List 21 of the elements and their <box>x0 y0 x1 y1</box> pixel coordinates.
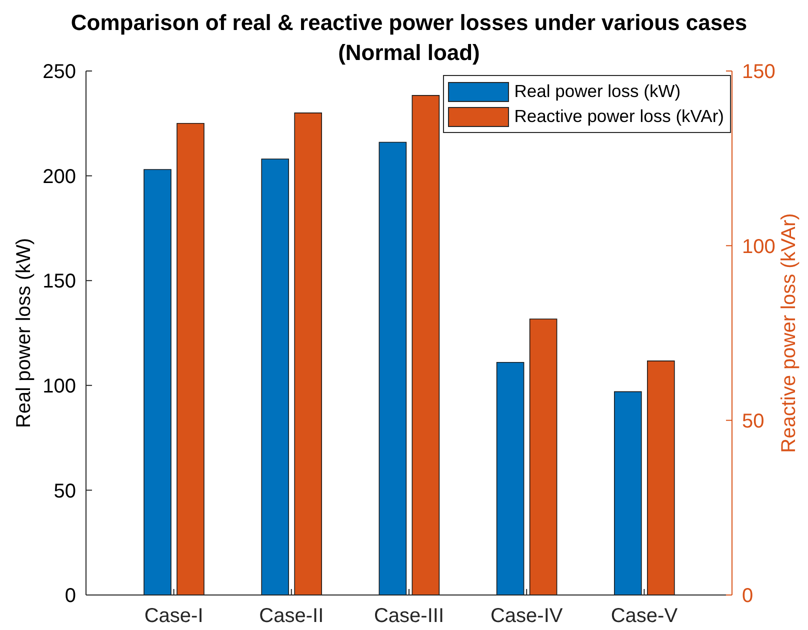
legend-label: Reactive power loss (kVAr) <box>514 106 724 127</box>
y-tick-label: 50 <box>54 480 76 502</box>
x-tick-label: Case-I <box>144 605 204 628</box>
y-tick-label: 250 <box>42 61 76 84</box>
y-tick-label: 150 <box>42 270 76 293</box>
y-tick-label: 0 <box>64 585 76 608</box>
x-tick-label: Case-V <box>610 605 678 628</box>
y-tick-label: 100 <box>42 376 76 398</box>
x-tick-label: Case-IV <box>490 605 564 628</box>
y2-axis-title: Reactive power loss (kVAr) <box>778 213 800 453</box>
y-tick-label: 200 <box>42 166 76 188</box>
x-tick-label: Case-II <box>259 605 324 628</box>
y2-tick-label: 0 <box>742 585 754 608</box>
x-tick-label: Case-III <box>374 605 444 628</box>
chart-subtitle: (Normal load) <box>338 40 480 65</box>
y2-tick-label: 150 <box>742 61 776 84</box>
legend-label: Real power loss (kW) <box>514 81 681 102</box>
y2-tick-label: 100 <box>742 236 776 258</box>
y2-tick-label: 50 <box>742 410 764 432</box>
y-axis-title: Real power loss (kW) <box>13 238 35 428</box>
chart-title: Comparison of real & reactive power losses under various cases <box>70 9 748 37</box>
